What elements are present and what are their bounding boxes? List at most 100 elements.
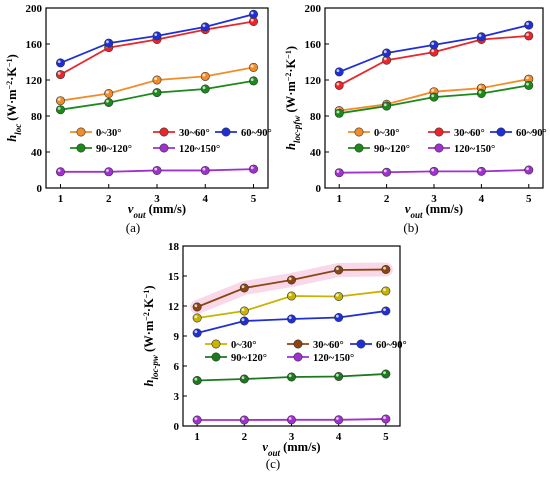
data-point-highlight <box>431 42 435 45</box>
data-point-highlight <box>431 168 435 172</box>
data-point <box>192 415 202 425</box>
data-point-highlight <box>241 318 245 322</box>
data-point <box>524 80 534 90</box>
series-halo <box>190 262 393 314</box>
x-tick-label: 3 <box>154 193 160 205</box>
x-tick-label: 5 <box>251 193 257 205</box>
y-tick-label: 3 <box>174 391 180 403</box>
data-point-highlight <box>478 34 482 37</box>
x-tick-label: 5 <box>526 193 532 205</box>
data-point <box>524 20 534 30</box>
data-point-highlight <box>526 76 529 80</box>
legend-label: 90~120° <box>231 353 267 364</box>
panel-caption: (c) <box>266 456 280 471</box>
data-point <box>152 88 162 98</box>
x-axis-label: vout (mm/s) <box>405 202 463 220</box>
data-point <box>239 415 249 425</box>
data-point <box>239 316 249 326</box>
data-point <box>476 89 486 99</box>
legend-label: 60~90° <box>376 340 407 351</box>
data-point-highlight <box>383 371 386 375</box>
data-point <box>286 291 296 301</box>
data-point-highlight <box>57 107 61 110</box>
data-point-highlight <box>202 24 206 27</box>
legend-label: 120~150° <box>313 353 354 364</box>
legend-marker <box>354 127 364 137</box>
data-point-highlight <box>383 266 386 270</box>
y-tick-label: 40 <box>31 147 43 159</box>
data-point-highlight <box>336 110 340 114</box>
y-tick-label: 18 <box>168 241 180 253</box>
data-point <box>286 372 296 382</box>
data-point-highlight <box>194 304 198 308</box>
x-axis-label: vout (mm/s) <box>262 440 320 458</box>
legend-marker <box>354 143 364 153</box>
legend-marker <box>211 352 221 362</box>
data-point <box>334 415 344 425</box>
data-point <box>200 71 210 81</box>
legend-marker <box>76 143 86 153</box>
y-tick-label: 200 <box>305 3 322 15</box>
data-point-highlight <box>478 168 482 172</box>
y-tick-label: 12 <box>168 301 180 313</box>
data-point-highlight <box>154 77 158 81</box>
data-point <box>249 76 259 86</box>
data-point-highlight <box>57 169 61 172</box>
data-point <box>104 167 114 177</box>
data-point-highlight <box>154 167 158 171</box>
data-point <box>249 9 259 19</box>
y-tick-label: 200 <box>26 3 43 15</box>
data-point <box>200 84 210 94</box>
legend-label: 90~120° <box>374 144 410 155</box>
data-point-highlight <box>383 308 386 312</box>
data-point <box>152 31 162 41</box>
y-axis-label: hloc-pw (W·m−2·K−1) <box>142 285 161 386</box>
y-tick-label: 120 <box>26 75 43 87</box>
data-point <box>249 62 259 72</box>
data-point-highlight <box>154 33 158 36</box>
x-tick-label: 1 <box>58 193 64 205</box>
chart-panel-1: 0 40 80 120 160 200 1 2 3 4 5 0~30° 30~60° 60~90° 90~1… <box>5 3 272 235</box>
data-point-highlight <box>288 417 292 420</box>
data-point-highlight <box>194 330 198 334</box>
data-point-highlight <box>57 98 61 101</box>
data-point <box>192 313 202 323</box>
y-tick-label: 0 <box>174 421 180 433</box>
legend-marker <box>293 352 303 362</box>
data-point <box>104 98 114 108</box>
y-tick-label: 80 <box>310 111 322 123</box>
data-point <box>286 415 296 425</box>
data-point <box>192 328 202 338</box>
data-point <box>55 96 65 106</box>
legend-label: 30~60° <box>454 128 485 139</box>
data-point <box>104 38 114 48</box>
data-point-highlight <box>383 169 387 173</box>
data-point <box>286 314 296 324</box>
data-point <box>55 58 65 68</box>
data-point-highlight <box>478 90 482 94</box>
data-point-highlight <box>526 82 529 86</box>
y-tick-label: 15 <box>168 271 180 283</box>
legend-label: 30~60° <box>179 128 210 139</box>
legend-marker <box>434 127 444 137</box>
data-point <box>476 166 486 176</box>
data-point-highlight <box>241 376 245 380</box>
data-point <box>382 101 392 111</box>
data-point <box>200 22 210 32</box>
legend-marker <box>211 339 221 349</box>
x-tick-label: 1 <box>194 431 200 443</box>
legend-marker <box>159 143 169 153</box>
data-point-highlight <box>431 49 435 53</box>
data-point <box>239 283 249 293</box>
data-point <box>381 264 391 274</box>
data-point-highlight <box>288 293 292 297</box>
data-point-highlight <box>383 50 387 54</box>
x-tick-label: 3 <box>431 193 437 205</box>
y-tick-label: 0 <box>316 183 322 195</box>
panel-caption: (a) <box>126 220 140 235</box>
y-tick-label: 9 <box>174 331 180 343</box>
data-point-highlight <box>241 417 245 421</box>
data-point-highlight <box>288 316 292 320</box>
data-point-highlight <box>194 417 198 421</box>
